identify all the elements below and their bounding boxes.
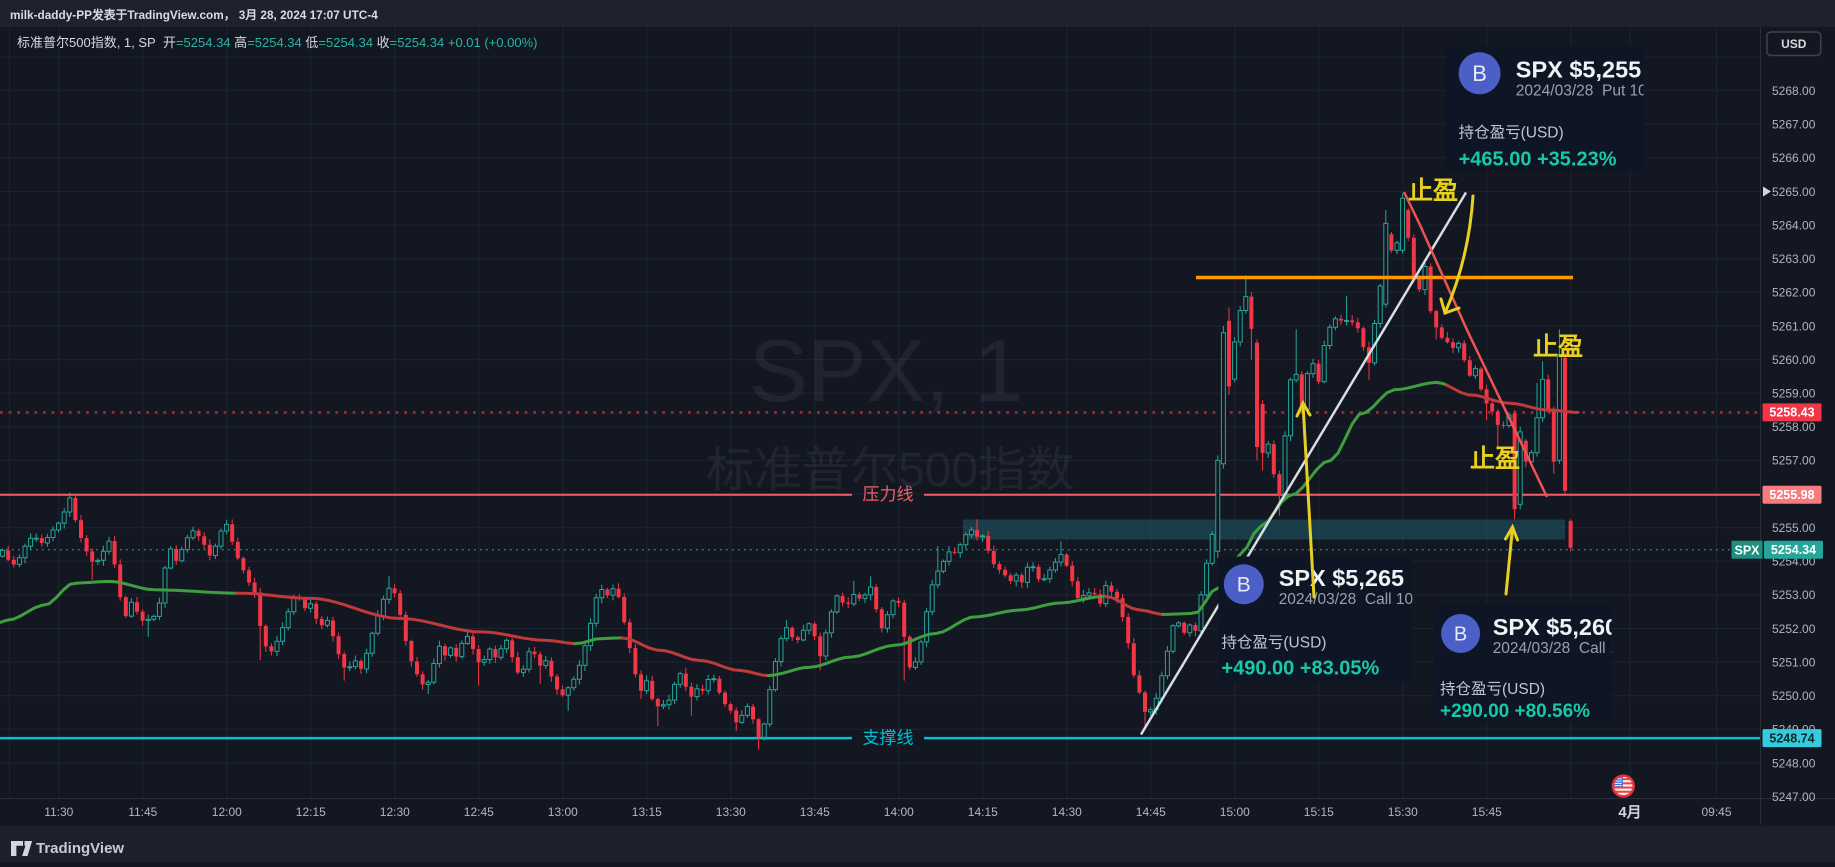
- svg-text:14:00: 14:00: [884, 805, 914, 819]
- svg-text:5267.00: 5267.00: [1772, 118, 1816, 132]
- svg-text:2024/03/28 Call 10x: 2024/03/28 Call 10x: [1493, 640, 1635, 657]
- svg-text:12:15: 12:15: [296, 805, 326, 819]
- svg-text:支撑线: 支撑线: [863, 729, 914, 748]
- svg-text:13:45: 13:45: [800, 805, 830, 819]
- svg-text:5265.00: 5265.00: [1772, 185, 1816, 199]
- svg-text:12:30: 12:30: [380, 805, 410, 819]
- svg-text:B: B: [1237, 574, 1251, 597]
- svg-text:标准普尔500指数: 标准普尔500指数: [706, 444, 1074, 497]
- svg-text:标准普尔500指数, 1, SP 开=5254.34 高=: 标准普尔500指数, 1, SP 开=5254.34 高=5254.34 低=5…: [17, 35, 537, 50]
- svg-text:SPX $5,260: SPX $5,260: [1493, 614, 1618, 640]
- svg-text:+465.00 +35.23%: +465.00 +35.23%: [1459, 148, 1617, 170]
- svg-text:13:00: 13:00: [548, 805, 578, 819]
- svg-text:止盈: 止盈: [1470, 445, 1520, 473]
- svg-text:SPX: SPX: [1734, 543, 1760, 557]
- svg-text:5253.00: 5253.00: [1772, 588, 1816, 602]
- svg-text:15:30: 15:30: [1388, 805, 1418, 819]
- svg-text:SPX $5,265: SPX $5,265: [1279, 565, 1404, 591]
- svg-text:5258.00: 5258.00: [1772, 420, 1816, 434]
- svg-text:SPX, 1: SPX, 1: [749, 321, 1023, 420]
- svg-text:B: B: [1472, 61, 1487, 86]
- svg-text:USD: USD: [1781, 37, 1807, 51]
- svg-text:止盈: 止盈: [1408, 177, 1458, 205]
- svg-text:13:30: 13:30: [716, 805, 746, 819]
- svg-text:11:30: 11:30: [44, 805, 73, 819]
- svg-text:5263.00: 5263.00: [1772, 252, 1816, 266]
- svg-text:5266.00: 5266.00: [1772, 151, 1816, 165]
- svg-text:+290.00 +80.56%: +290.00 +80.56%: [1440, 701, 1590, 722]
- svg-text:持仓盈亏(USD): 持仓盈亏(USD): [1459, 124, 1564, 142]
- svg-text:milk-daddy-PP发表于TradingView.co: milk-daddy-PP发表于TradingView.com， 3月 28, …: [10, 8, 378, 22]
- svg-text:12:00: 12:00: [212, 805, 242, 819]
- svg-text:5251.00: 5251.00: [1772, 655, 1816, 669]
- svg-text:2024/03/28 Put 10x 卖: 2024/03/28 Put 10x 卖: [1516, 82, 1675, 100]
- svg-text:5261.00: 5261.00: [1772, 319, 1816, 333]
- svg-text:13:15: 13:15: [632, 805, 662, 819]
- svg-text:2024/03/28 Call 10x: 2024/03/28 Call 10x: [1279, 591, 1421, 608]
- svg-text:5248.74: 5248.74: [1769, 731, 1814, 745]
- svg-text:B: B: [1454, 624, 1467, 646]
- svg-text:15:00: 15:00: [1220, 805, 1250, 819]
- svg-text:5259.00: 5259.00: [1772, 387, 1816, 401]
- svg-text:持仓盈亏(USD): 持仓盈亏(USD): [1221, 633, 1326, 651]
- svg-text:5268.00: 5268.00: [1772, 84, 1816, 98]
- svg-text:5262.00: 5262.00: [1772, 286, 1816, 300]
- svg-text:4月: 4月: [1618, 804, 1641, 821]
- svg-text:11:45: 11:45: [128, 805, 157, 819]
- svg-text:+490.00 +83.05%: +490.00 +83.05%: [1221, 658, 1379, 680]
- svg-text:5248.00: 5248.00: [1772, 756, 1816, 770]
- svg-text:5250.00: 5250.00: [1772, 689, 1816, 703]
- svg-text:14:15: 14:15: [968, 805, 998, 819]
- svg-text:5247.00: 5247.00: [1772, 790, 1816, 804]
- svg-text:5258.43: 5258.43: [1769, 406, 1814, 420]
- svg-text:09:45: 09:45: [1701, 805, 1731, 819]
- svg-text:12:45: 12:45: [464, 805, 494, 819]
- svg-text:14:45: 14:45: [1136, 805, 1166, 819]
- svg-text:5255.00: 5255.00: [1772, 521, 1816, 535]
- svg-text:15:15: 15:15: [1304, 805, 1334, 819]
- svg-text:15:45: 15:45: [1472, 805, 1502, 819]
- svg-text:5260.00: 5260.00: [1772, 353, 1816, 367]
- svg-text:5254.34: 5254.34: [1771, 543, 1816, 557]
- svg-text:5257.00: 5257.00: [1772, 454, 1816, 468]
- svg-text:5255.98: 5255.98: [1769, 488, 1814, 502]
- svg-text:5252.00: 5252.00: [1772, 622, 1816, 636]
- svg-text:持仓盈亏(USD): 持仓盈亏(USD): [1440, 680, 1545, 698]
- svg-text:SPX $5,255: SPX $5,255: [1516, 57, 1641, 83]
- svg-text:TradingView: TradingView: [36, 840, 124, 857]
- svg-text:压力线: 压力线: [863, 485, 914, 504]
- svg-text:14:30: 14:30: [1052, 805, 1082, 819]
- svg-text:止盈: 止盈: [1533, 333, 1583, 361]
- svg-text:5264.00: 5264.00: [1772, 218, 1816, 232]
